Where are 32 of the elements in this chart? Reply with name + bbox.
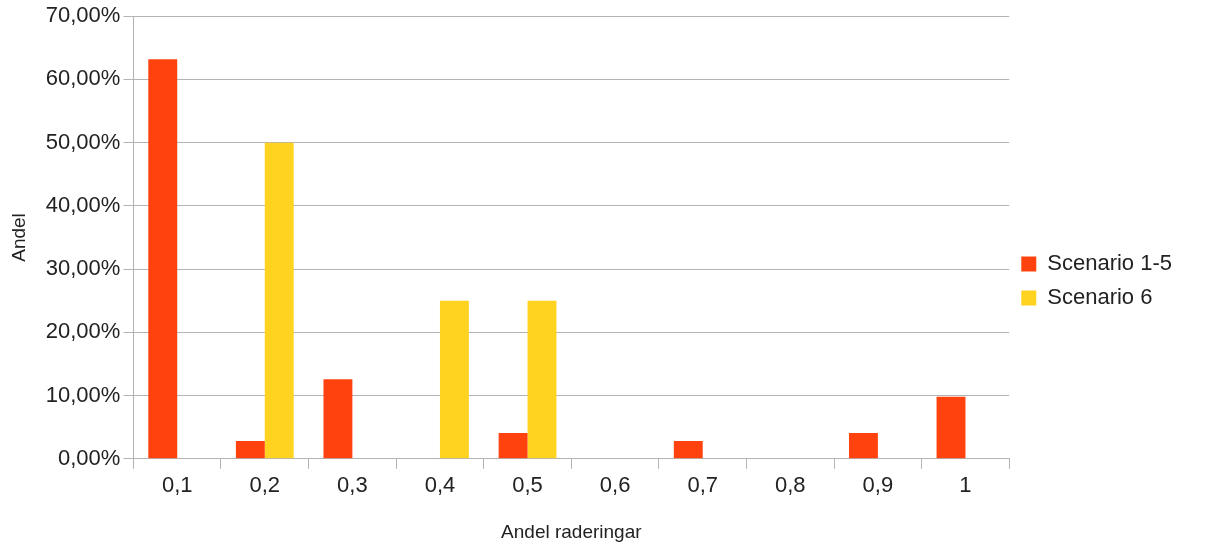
bar [148,59,178,459]
bar [673,441,703,459]
y-axis-title: Andel [7,213,29,262]
y-tick-label: 40,00% [45,191,121,217]
x-tick-label: 0,3 [337,472,368,498]
bar [848,432,878,459]
x-tick-label: 0,2 [249,472,281,498]
y-tick-label: 60,00% [45,65,121,91]
bar [264,142,294,459]
bar [323,379,353,459]
bar [439,300,469,459]
legend-label: Scenario 6 [1047,284,1153,310]
bar [527,300,557,459]
x-tick-label: 0,9 [862,472,894,498]
y-tick-label: 10,00% [45,381,121,407]
x-tick-label: 0,4 [424,472,456,498]
x-tick-label: 0,7 [687,472,719,498]
y-tick-label: 50,00% [45,128,121,154]
x-tick-label: 0,1 [161,472,193,498]
x-tick-label: 0,6 [599,472,631,498]
y-tick-label: 70,00% [45,2,121,28]
x-tick-label: 0,8 [775,472,806,498]
y-tick-label: 30,00% [45,255,121,281]
legend-label: Scenario 1-5 [1047,250,1173,276]
x-tick-label: 0,5 [512,472,543,498]
y-tick-label: 20,00% [45,318,121,344]
bar [235,441,265,459]
x-tick-label: 1 [959,472,972,498]
x-axis-title: Andel raderingar [501,520,643,542]
bar [936,396,966,459]
y-tick-label: 0,00% [58,444,121,470]
bar [498,432,528,459]
